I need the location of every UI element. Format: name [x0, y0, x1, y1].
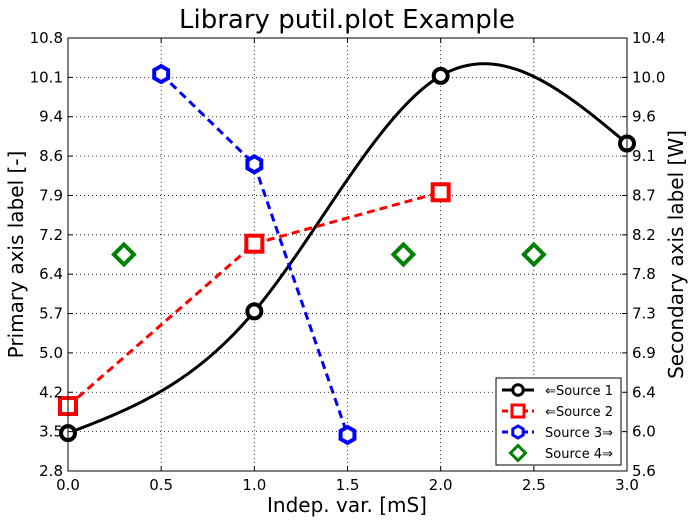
y2-tick-label: 7.8: [632, 265, 656, 283]
y2-tick-label: 5.6: [632, 462, 656, 480]
data-point: [152, 63, 171, 85]
y-tick-label: 5.7: [39, 305, 63, 323]
chart-title: Library putil.plot Example: [179, 5, 515, 35]
legend-label: Source 3⇒: [545, 426, 613, 441]
data-point: [430, 182, 451, 203]
plot-area: [58, 62, 636, 446]
data-point: [508, 443, 528, 463]
y2-tick-label: 8.7: [632, 186, 656, 204]
data-point: [521, 241, 547, 268]
legend: ⇐Source 1 ⇐Source 2 Source 3⇒ Source 4⇒: [495, 377, 622, 466]
y2-tick-label: 7.3: [632, 305, 656, 323]
y-tick-label: 8.6: [39, 147, 63, 165]
y-tick-label: 6.4: [39, 265, 63, 283]
y-tick-label: 7.2: [39, 226, 63, 244]
legend-label: ⇐Source 2: [545, 405, 613, 420]
x-tick-label: 1.0: [242, 476, 266, 494]
data-point: [510, 403, 526, 419]
series-line: [68, 190, 442, 408]
y-tick-label: 9.4: [39, 108, 63, 126]
data-point: [431, 66, 450, 85]
y2-tick-label: 6.9: [632, 344, 656, 362]
x-tick-label: 0.5: [149, 476, 173, 494]
legend-item: Source 4⇒: [508, 443, 613, 463]
y2-tick-label: 6.0: [632, 423, 656, 441]
y2-tick-label: 6.4: [632, 383, 656, 401]
data-point: [111, 241, 137, 268]
y2-tick-label: 10.4: [632, 29, 665, 47]
x-tick-label: 2.5: [522, 476, 546, 494]
y-tick-label: 10.1: [30, 68, 63, 86]
legend-item: ⇐Source 1: [502, 383, 613, 399]
y-tick-label: 7.9: [39, 186, 63, 204]
x-tick-label: 0.0: [56, 476, 80, 494]
data-point: [390, 241, 417, 268]
series-line: [160, 73, 349, 436]
legend-item: Source 3⇒: [502, 424, 613, 441]
data-point: [511, 424, 525, 440]
legend-label: Source 4⇒: [545, 447, 613, 462]
y2-tick-label: 10.0: [632, 68, 665, 86]
legend-label: ⇐Source 1: [545, 384, 613, 399]
x-tick-label: 1.5: [336, 476, 360, 494]
y2-tick-label: 9.6: [632, 108, 656, 126]
y-tick-label: 10.8: [30, 29, 63, 47]
legend-item: ⇐Source 2: [502, 403, 613, 420]
series-3: [152, 63, 357, 446]
y-axis-label: Primary axis label [-]: [4, 151, 28, 359]
data-point: [244, 233, 265, 254]
x-tick-label: 2.0: [429, 476, 453, 494]
y2-tick-label: 9.1: [632, 147, 656, 165]
series-4: [111, 241, 547, 268]
ticks: 0.0 0.5 1.0 1.5 2.0 2.5 3.0 2.8 3.5 4.2 5.0 5.7 6.4 7…: [30, 29, 666, 494]
data-point: [511, 383, 525, 397]
x-axis-label: Indep. var. [mS]: [267, 493, 427, 517]
y2-tick-label: 8.2: [632, 226, 656, 244]
y-tick-label: 3.5: [39, 423, 63, 441]
y-tick-label: 4.2: [39, 383, 63, 401]
series-line: [68, 62, 627, 435]
y-tick-label: 5.0: [39, 344, 63, 362]
data-point: [245, 153, 264, 175]
data-point: [338, 424, 357, 446]
y-tick-label: 2.8: [39, 462, 63, 480]
data-point: [245, 302, 264, 321]
x-tick-label: 3.0: [615, 476, 639, 494]
y2-axis-label: Secondary axis label [W]: [664, 130, 688, 379]
